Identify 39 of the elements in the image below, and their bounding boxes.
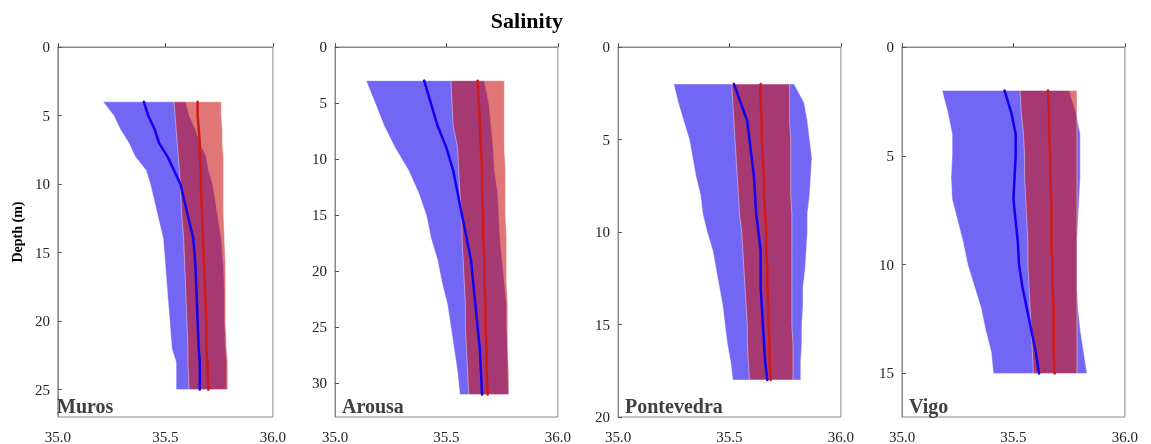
annotation: Pontevedra bbox=[625, 395, 723, 417]
x-tick-label: 35.0 bbox=[44, 428, 72, 444]
x-tick-label: 36.0 bbox=[827, 428, 854, 444]
y-tick-label: 15 bbox=[595, 316, 610, 333]
x-tick-label: 35.5 bbox=[152, 428, 179, 444]
y-tick-label: 25 bbox=[312, 319, 327, 336]
y-tick-label: 30 bbox=[312, 375, 327, 392]
y-tick-label: 0 bbox=[319, 39, 327, 55]
x-tick-label: 35.0 bbox=[888, 428, 916, 444]
y-tick-label: 20 bbox=[595, 409, 610, 425]
y-tick-label: 0 bbox=[602, 39, 610, 55]
y-tick-label: 5 bbox=[602, 131, 610, 148]
y-tick-label: 20 bbox=[312, 263, 327, 280]
annotation: Vigo bbox=[909, 395, 949, 418]
x-tick-label: 36.0 bbox=[259, 428, 286, 444]
x-tick-label: 35.5 bbox=[433, 428, 460, 444]
annotation: Arousa bbox=[342, 395, 404, 417]
y-tick-label: 0 bbox=[886, 39, 894, 55]
y-tick-label: 10 bbox=[34, 176, 50, 193]
x-tick-label: 36.0 bbox=[544, 428, 571, 444]
x-tick-label: 35.5 bbox=[1000, 428, 1027, 444]
y-tick-label: 15 bbox=[879, 365, 894, 382]
y-tick-label: 0 bbox=[42, 39, 50, 55]
y-tick-label: 10 bbox=[595, 224, 610, 240]
y-tick-label: 5 bbox=[42, 107, 50, 124]
y-tick-label: 25 bbox=[34, 381, 50, 398]
y-tick-label: 5 bbox=[319, 95, 327, 112]
y-tick-label: 10 bbox=[312, 151, 327, 168]
x-tick-label: 35.0 bbox=[604, 428, 632, 444]
y-tick-label: 5 bbox=[886, 147, 894, 164]
y-tick-label: 15 bbox=[34, 244, 50, 261]
y-tick-label: 15 bbox=[312, 207, 327, 224]
y-axis-title: Depth (m) bbox=[9, 201, 26, 263]
x-tick-label: 36.0 bbox=[1111, 428, 1138, 444]
x-tick-label: 35.5 bbox=[716, 428, 743, 444]
chart-title: Salinity bbox=[490, 7, 564, 33]
y-tick-label: 10 bbox=[879, 256, 894, 273]
y-tick-label: 20 bbox=[34, 313, 50, 330]
x-tick-label: 35.0 bbox=[321, 428, 349, 444]
